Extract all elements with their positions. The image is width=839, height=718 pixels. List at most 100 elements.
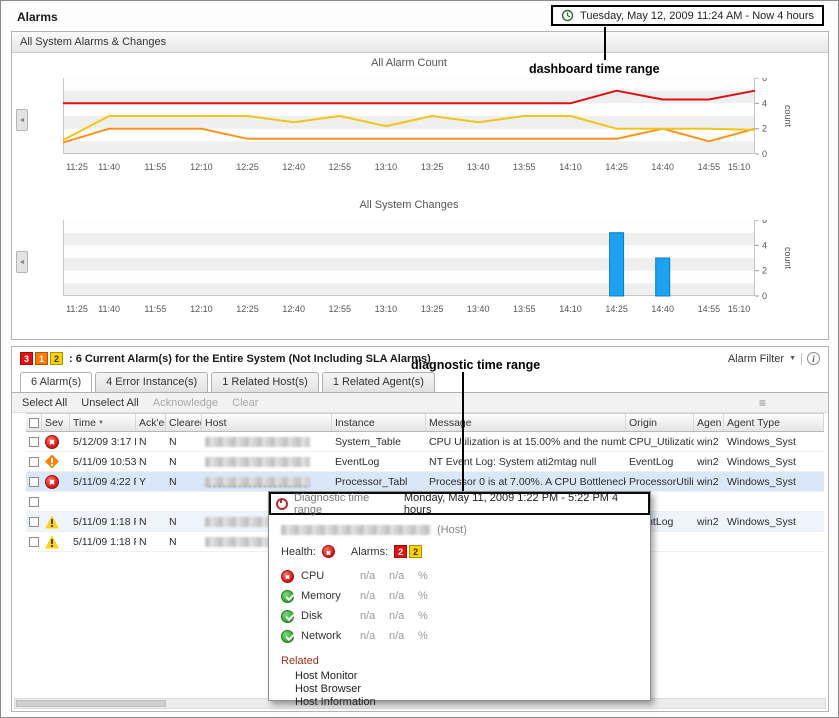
- severity-cell: [42, 512, 70, 531]
- severity-cell: [42, 432, 70, 451]
- select-all-checkbox[interactable]: [29, 418, 39, 428]
- metric-name: Disk: [301, 610, 353, 622]
- svg-text:13:10: 13:10: [375, 162, 398, 172]
- tab-1-related-host-s-[interactable]: 1 Related Host(s): [211, 372, 319, 392]
- row-checkbox-cell: [26, 492, 42, 511]
- cell-origin: EventLog: [626, 452, 694, 471]
- host-diagnostic-popup: Diagnostic time range Monday, May 11, 20…: [268, 491, 651, 701]
- severity-cell: [42, 532, 70, 551]
- alarms-dashboard-screen: Alarms Tuesday, May 12, 2009 11:24 AM - …: [0, 0, 839, 718]
- chevron-down-icon[interactable]: ▼: [789, 355, 796, 362]
- svg-text:13:10: 13:10: [375, 304, 398, 314]
- cell-instance: System_Table: [332, 432, 426, 451]
- column-header-message[interactable]: Message: [426, 414, 626, 431]
- row-checkbox[interactable]: [29, 437, 39, 447]
- svg-text:14:55: 14:55: [698, 304, 721, 314]
- severity-cell: [42, 452, 70, 471]
- row-checkbox-cell: [26, 432, 42, 451]
- row-checkbox-cell: [26, 472, 42, 491]
- cell-acked: N: [136, 532, 166, 551]
- error-icon: [281, 570, 294, 583]
- column-header-instance[interactable]: Instance: [332, 414, 426, 431]
- tab-1-related-agent-s-[interactable]: 1 Related Agent(s): [322, 372, 435, 392]
- alarms-label: Alarms:: [351, 546, 388, 558]
- row-checkbox[interactable]: [29, 537, 39, 547]
- alarm-filter[interactable]: Alarm Filter: [728, 353, 784, 365]
- column-header-acked[interactable]: Ack'ed: [136, 414, 166, 431]
- cell-time: 5/11/09 1:18 P: [70, 532, 136, 551]
- metric-row: Networkn/an/a%: [281, 626, 638, 646]
- cell-acked: N: [136, 452, 166, 471]
- popup-alarm-badges: 22: [394, 545, 422, 558]
- metric-name: CPU: [301, 570, 353, 582]
- alarm-count-badge: 3: [20, 352, 33, 365]
- cell-agent: win2: [694, 472, 724, 491]
- toolbar-acknowledge: Acknowledge: [153, 397, 218, 409]
- alarm-table-row: 5/12/09 3:17 PNNSystem_TableCPU Utilizat…: [26, 432, 824, 452]
- svg-text:11:55: 11:55: [144, 162, 166, 172]
- svg-text:0: 0: [762, 149, 767, 159]
- metric-current-value: n/a: [360, 570, 382, 582]
- cell-cleared: [166, 492, 202, 511]
- related-link-host-browser[interactable]: Host Browser: [295, 683, 638, 696]
- metric-list: CPUn/an/a%Memoryn/an/a%Diskn/an/a%Networ…: [281, 566, 638, 646]
- cell-acked: N: [136, 512, 166, 531]
- metric-current-value: n/a: [360, 610, 382, 622]
- table-options-icon[interactable]: ≡: [759, 396, 766, 410]
- cell-agent: win2: [694, 432, 724, 451]
- column-header-origin[interactable]: Origin: [626, 414, 694, 431]
- row-checkbox-cell: [26, 452, 42, 471]
- cell-time: 5/11/09 10:53: [70, 452, 136, 471]
- cell-message: Processor 0 is at 7.00%. A CPU Bottlenec…: [426, 472, 626, 491]
- severity-cell: [42, 472, 70, 491]
- alarm-count-plot: 0246count11:2511:4011:5512:1012:2512:401…: [63, 78, 808, 182]
- annotation-line-dashboard: [604, 27, 606, 60]
- ok-icon: [281, 630, 294, 643]
- column-header-host[interactable]: Host: [202, 414, 332, 431]
- row-checkbox[interactable]: [29, 457, 39, 467]
- system-changes-chart: All System Changes 0246count11:2511:4011…: [63, 199, 808, 324]
- error-icon: [45, 435, 59, 449]
- dashboard-time-range-selector[interactable]: Tuesday, May 12, 2009 11:24 AM - Now 4 h…: [551, 5, 824, 26]
- cell-message: NT Event Log: System ati2mtag null: [426, 452, 626, 471]
- metric-unit: %: [418, 590, 428, 602]
- column-header-agenttype[interactable]: Agent Type: [724, 414, 824, 431]
- cell-agent-type: [724, 532, 824, 551]
- svg-text:14:40: 14:40: [651, 304, 674, 314]
- related-link-host-information[interactable]: Host Information: [295, 696, 638, 709]
- cell-cleared: N: [166, 532, 202, 551]
- column-header-cleared[interactable]: Cleared: [166, 414, 202, 431]
- alarm-count-badge: 2: [394, 545, 407, 558]
- top-bar: Alarms Tuesday, May 12, 2009 11:24 AM - …: [1, 1, 838, 31]
- sort-desc-icon: ▼: [98, 420, 104, 426]
- column-header-time[interactable]: Time▼: [70, 414, 136, 431]
- column-header-sev[interactable]: Sev: [42, 414, 70, 431]
- svg-text:14:25: 14:25: [605, 162, 628, 172]
- tab-6-alarm-s-[interactable]: 6 Alarm(s): [20, 372, 92, 392]
- svg-text:count: count: [783, 105, 793, 128]
- row-checkbox[interactable]: [29, 517, 39, 527]
- row-checkbox-cell: [26, 512, 42, 531]
- svg-text:13:40: 13:40: [467, 162, 490, 172]
- panel-title: All System Alarms & Changes: [20, 36, 166, 48]
- redacted-host-name[interactable]: [205, 477, 310, 487]
- row-checkbox[interactable]: [29, 497, 39, 507]
- related-link-host-monitor[interactable]: Host Monitor: [295, 670, 638, 683]
- svg-text:12:25: 12:25: [236, 162, 259, 172]
- cell-origin: ProcessorUtiliza: [626, 472, 694, 491]
- scrollbar-thumb[interactable]: [16, 700, 166, 707]
- related-heading: Related: [281, 655, 638, 667]
- chart-collapse-handle[interactable]: ◄: [16, 251, 28, 273]
- row-checkbox[interactable]: [29, 477, 39, 487]
- info-icon[interactable]: i: [807, 352, 820, 365]
- metric-unit: %: [418, 610, 428, 622]
- toolbar-unselect-all[interactable]: Unselect All: [81, 397, 138, 409]
- column-header-agen[interactable]: Agen: [694, 414, 724, 431]
- error-icon: [45, 475, 59, 489]
- svg-text:12:10: 12:10: [190, 162, 213, 172]
- toolbar-select-all[interactable]: Select All: [22, 397, 67, 409]
- cell-time: 5/11/09 4:22 P: [70, 472, 136, 491]
- metric-peak-value: n/a: [389, 590, 411, 602]
- chart-collapse-handle[interactable]: ◄: [16, 109, 28, 131]
- tab-4-error-instance-s-[interactable]: 4 Error Instance(s): [95, 372, 208, 392]
